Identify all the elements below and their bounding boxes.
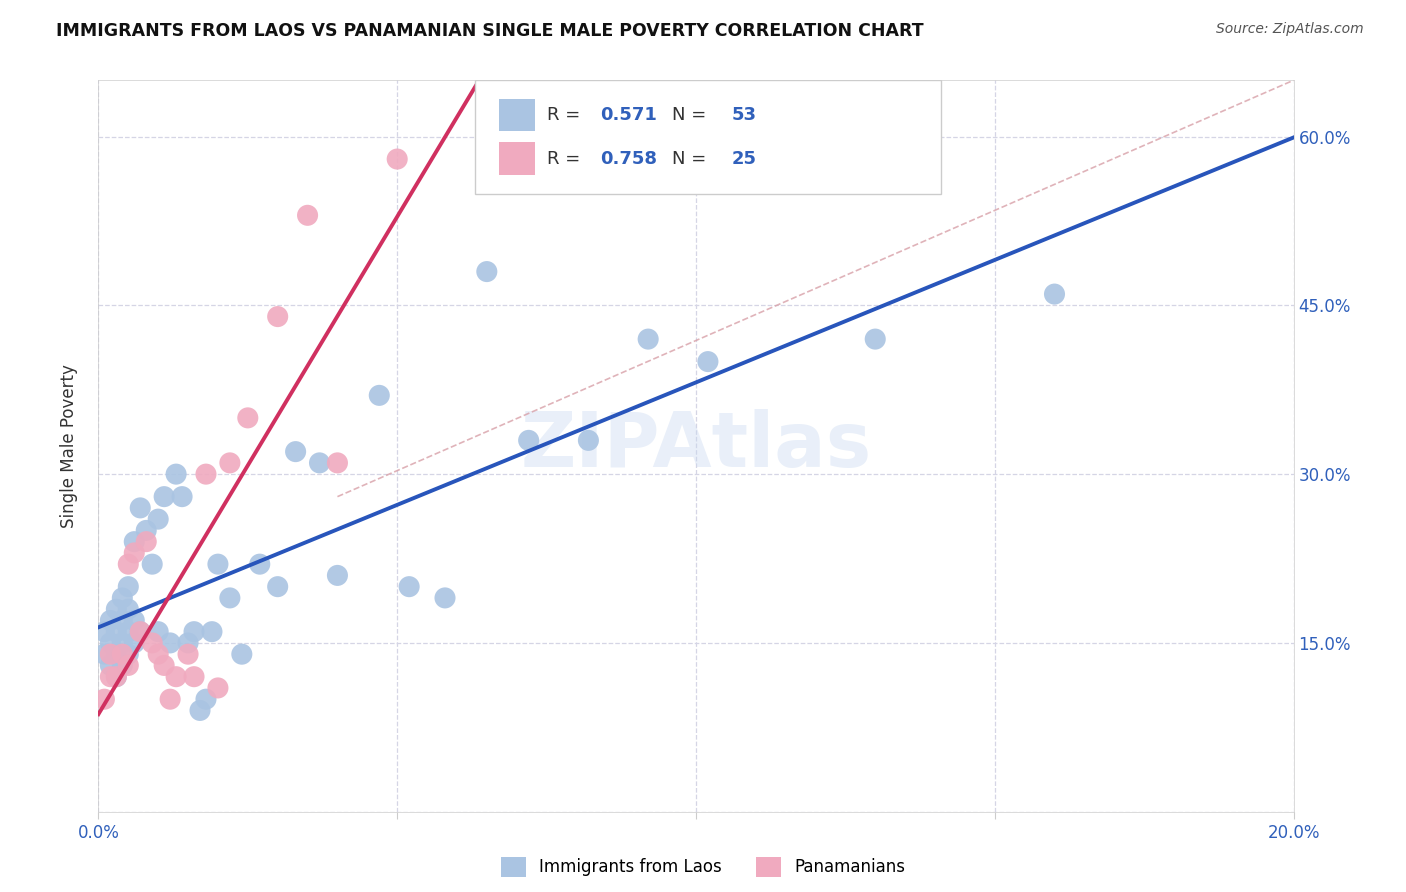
Point: [267, 310, 290, 324]
Point: [308, 456, 330, 470]
Point: [135, 534, 157, 549]
Point: [105, 602, 128, 616]
Point: [117, 624, 139, 639]
Point: [105, 670, 128, 684]
Point: [219, 591, 242, 605]
Point: [297, 208, 319, 222]
Point: [368, 388, 391, 402]
Point: [207, 681, 229, 695]
Point: [117, 647, 139, 661]
Point: [385, 152, 409, 166]
Point: [165, 670, 187, 684]
Text: ZIPAtlas: ZIPAtlas: [520, 409, 872, 483]
Point: [195, 692, 218, 706]
Point: [141, 557, 163, 571]
Text: 25: 25: [733, 150, 756, 169]
Legend: Immigrants from Laos, Panamanians: Immigrants from Laos, Panamanians: [495, 850, 911, 884]
Point: [434, 591, 457, 605]
Text: N =: N =: [672, 150, 711, 169]
Point: [111, 647, 134, 661]
Point: [183, 670, 205, 684]
Point: [865, 332, 887, 346]
Point: [129, 500, 152, 515]
Point: [267, 580, 290, 594]
Point: [124, 534, 146, 549]
Point: [105, 624, 128, 639]
Point: [148, 512, 170, 526]
Point: [124, 636, 146, 650]
Point: [124, 614, 146, 628]
Point: [284, 444, 307, 458]
Point: [153, 658, 176, 673]
Text: N =: N =: [672, 106, 711, 124]
Point: [159, 636, 181, 650]
Point: [129, 624, 152, 639]
Point: [249, 557, 271, 571]
Point: [148, 647, 170, 661]
Point: [578, 434, 600, 448]
Point: [111, 636, 134, 650]
Point: [326, 568, 349, 582]
Point: [697, 354, 720, 368]
Text: IMMIGRANTS FROM LAOS VS PANAMANIAN SINGLE MALE POVERTY CORRELATION CHART: IMMIGRANTS FROM LAOS VS PANAMANIAN SINGL…: [56, 22, 924, 40]
Point: [398, 580, 420, 594]
Y-axis label: Single Male Poverty: Single Male Poverty: [59, 364, 77, 528]
Point: [124, 546, 146, 560]
Point: [111, 614, 134, 628]
Point: [93, 692, 115, 706]
Point: [111, 591, 134, 605]
Point: [177, 636, 200, 650]
Point: [100, 658, 122, 673]
Text: 53: 53: [733, 106, 756, 124]
Point: [201, 624, 224, 639]
Point: [183, 624, 205, 639]
Text: Source: ZipAtlas.com: Source: ZipAtlas.com: [1216, 22, 1364, 37]
Point: [172, 490, 194, 504]
Point: [153, 490, 176, 504]
Text: R =: R =: [547, 106, 585, 124]
Text: 0.758: 0.758: [600, 150, 658, 169]
FancyBboxPatch shape: [499, 99, 534, 131]
Point: [188, 703, 211, 717]
Point: [129, 624, 152, 639]
Point: [1043, 287, 1066, 301]
Point: [207, 557, 229, 571]
Point: [135, 524, 157, 538]
Point: [117, 602, 139, 616]
Point: [148, 624, 170, 639]
FancyBboxPatch shape: [475, 80, 941, 194]
Point: [177, 647, 200, 661]
Point: [236, 410, 259, 425]
Point: [159, 692, 181, 706]
Text: R =: R =: [547, 150, 585, 169]
Point: [195, 467, 218, 482]
Point: [219, 456, 242, 470]
Point: [111, 658, 134, 673]
Point: [100, 614, 122, 628]
Point: [117, 557, 139, 571]
Point: [105, 647, 128, 661]
Point: [231, 647, 253, 661]
Point: [100, 647, 122, 661]
Point: [105, 670, 128, 684]
Point: [117, 580, 139, 594]
Text: 0.571: 0.571: [600, 106, 657, 124]
Point: [117, 658, 139, 673]
Point: [93, 624, 115, 639]
Point: [100, 670, 122, 684]
Point: [100, 636, 122, 650]
Point: [475, 264, 498, 278]
Point: [517, 434, 540, 448]
Point: [637, 332, 659, 346]
Point: [326, 456, 349, 470]
Point: [93, 647, 115, 661]
FancyBboxPatch shape: [499, 143, 534, 176]
Point: [141, 636, 163, 650]
Point: [165, 467, 187, 482]
